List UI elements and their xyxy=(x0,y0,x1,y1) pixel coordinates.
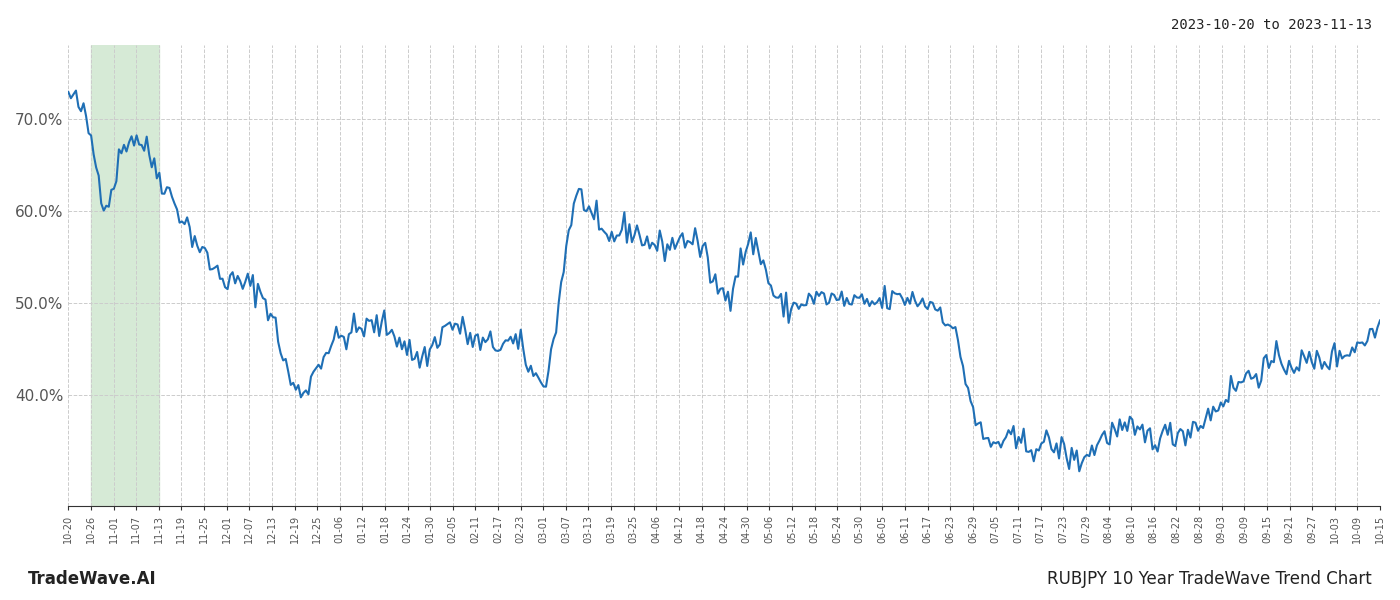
Text: 2023-10-20 to 2023-11-13: 2023-10-20 to 2023-11-13 xyxy=(1170,18,1372,32)
Text: TradeWave.AI: TradeWave.AI xyxy=(28,570,157,588)
Text: RUBJPY 10 Year TradeWave Trend Chart: RUBJPY 10 Year TradeWave Trend Chart xyxy=(1047,570,1372,588)
Bar xyxy=(91,45,158,506)
